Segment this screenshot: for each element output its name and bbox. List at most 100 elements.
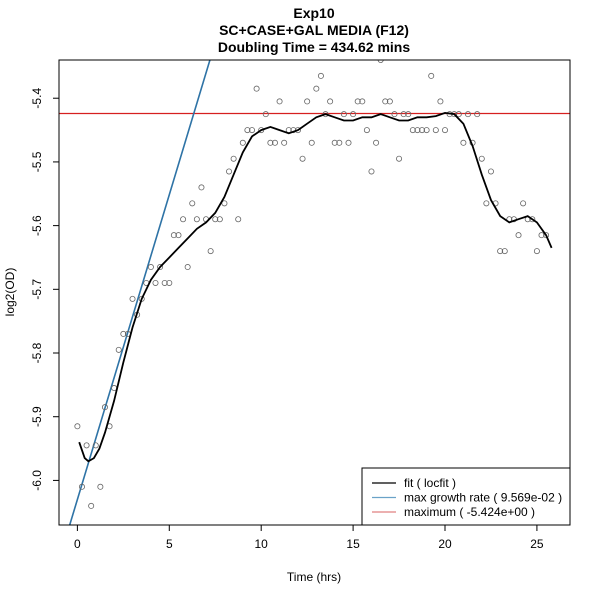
data-point	[78, 483, 85, 490]
data-point	[501, 248, 508, 255]
data-point	[455, 111, 462, 118]
data-point	[419, 127, 426, 134]
data-point	[483, 200, 490, 207]
data-point	[235, 216, 242, 223]
data-point	[437, 98, 444, 105]
data-point	[157, 264, 164, 271]
data-point	[386, 98, 393, 105]
data-point	[317, 72, 324, 79]
data-point	[460, 139, 467, 146]
data-point	[166, 279, 173, 286]
data-point	[313, 85, 320, 92]
data-point	[464, 111, 471, 118]
data-point	[396, 155, 403, 162]
legend-box	[361, 467, 571, 526]
data-point	[405, 111, 412, 118]
plot-frame	[58, 59, 571, 526]
data-point	[170, 232, 177, 239]
data-point	[129, 295, 136, 302]
data-point	[83, 442, 90, 449]
data-point	[515, 232, 522, 239]
data-point	[271, 139, 278, 146]
data-point	[239, 139, 246, 146]
data-point	[373, 139, 380, 146]
data-point	[92, 442, 99, 449]
data-point	[428, 72, 435, 79]
data-point	[161, 279, 168, 286]
data-point	[336, 139, 343, 146]
x-tick-label: 10	[255, 537, 269, 551]
data-point	[423, 127, 430, 134]
data-point	[207, 248, 214, 255]
data-point	[308, 139, 315, 146]
chart-title: Exp10 SC+CASE+GAL MEDIA (F12) Doubling T…	[218, 5, 411, 55]
data-point	[281, 139, 288, 146]
data-point	[350, 111, 357, 118]
data-point	[180, 216, 187, 223]
data-point	[147, 264, 154, 271]
data-point	[363, 127, 370, 134]
data-point	[175, 232, 182, 239]
x-tick-label: 5	[166, 537, 173, 551]
data-point	[216, 216, 223, 223]
legend-entry: maximum ( -5.424e+00 )	[404, 505, 535, 519]
data-point	[267, 139, 274, 146]
data-point	[327, 98, 334, 105]
data-point	[226, 168, 233, 175]
title-line-2: SC+CASE+GAL MEDIA (F12)	[219, 22, 409, 38]
x-tick-label: 20	[438, 537, 452, 551]
data-point	[400, 111, 407, 118]
data-point	[74, 423, 81, 430]
title-line-1: Exp10	[293, 5, 334, 21]
data-point	[520, 200, 527, 207]
data-point	[354, 98, 361, 105]
data-point	[189, 200, 196, 207]
data-point	[276, 98, 283, 105]
data-point	[368, 168, 375, 175]
x-tick-label: 0	[74, 537, 81, 551]
legend: fit ( locfit )max growth rate ( 9.569e-0…	[361, 467, 571, 526]
data-point	[262, 111, 269, 118]
data-point	[198, 184, 205, 191]
data-point	[529, 216, 536, 223]
data-point	[193, 216, 200, 223]
x-tick-label: 25	[530, 537, 544, 551]
x-tick-label: 15	[346, 537, 360, 551]
plot-area	[59, 60, 570, 525]
data-point	[249, 127, 256, 134]
fit-curve	[78, 111, 553, 463]
data-point	[538, 232, 545, 239]
y-tick-label: -5.7	[30, 279, 44, 300]
data-point	[432, 127, 439, 134]
data-point	[345, 139, 352, 146]
data-point	[221, 200, 228, 207]
data-point	[244, 127, 251, 134]
y-tick-label: -5.4	[30, 88, 44, 109]
plot-content	[59, 60, 570, 525]
data-point	[474, 111, 481, 118]
data-point	[299, 155, 306, 162]
y-axis-label: log2(OD)	[3, 268, 17, 317]
legend-entry: fit ( locfit )	[404, 476, 456, 490]
data-point	[442, 127, 449, 134]
data-point	[533, 248, 540, 255]
y-tick-label: -5.6	[30, 215, 44, 236]
data-point	[304, 98, 311, 105]
y-tick-label: -5.8	[30, 342, 44, 363]
data-point	[120, 330, 127, 337]
data-point	[391, 111, 398, 118]
data-point	[487, 168, 494, 175]
max-growth-line	[68, 60, 211, 525]
data-point	[184, 264, 191, 271]
y-tick-label: -6.0	[30, 470, 44, 491]
data-point	[88, 502, 95, 509]
y-tick-label: -5.9	[30, 406, 44, 427]
data-point	[230, 155, 237, 162]
data-point	[382, 98, 389, 105]
data-point	[331, 139, 338, 146]
legend-entry: max growth rate ( 9.569e-02 )	[404, 491, 562, 505]
data-point	[409, 127, 416, 134]
y-tick-label: -5.5	[30, 151, 44, 172]
data-point	[152, 279, 159, 286]
